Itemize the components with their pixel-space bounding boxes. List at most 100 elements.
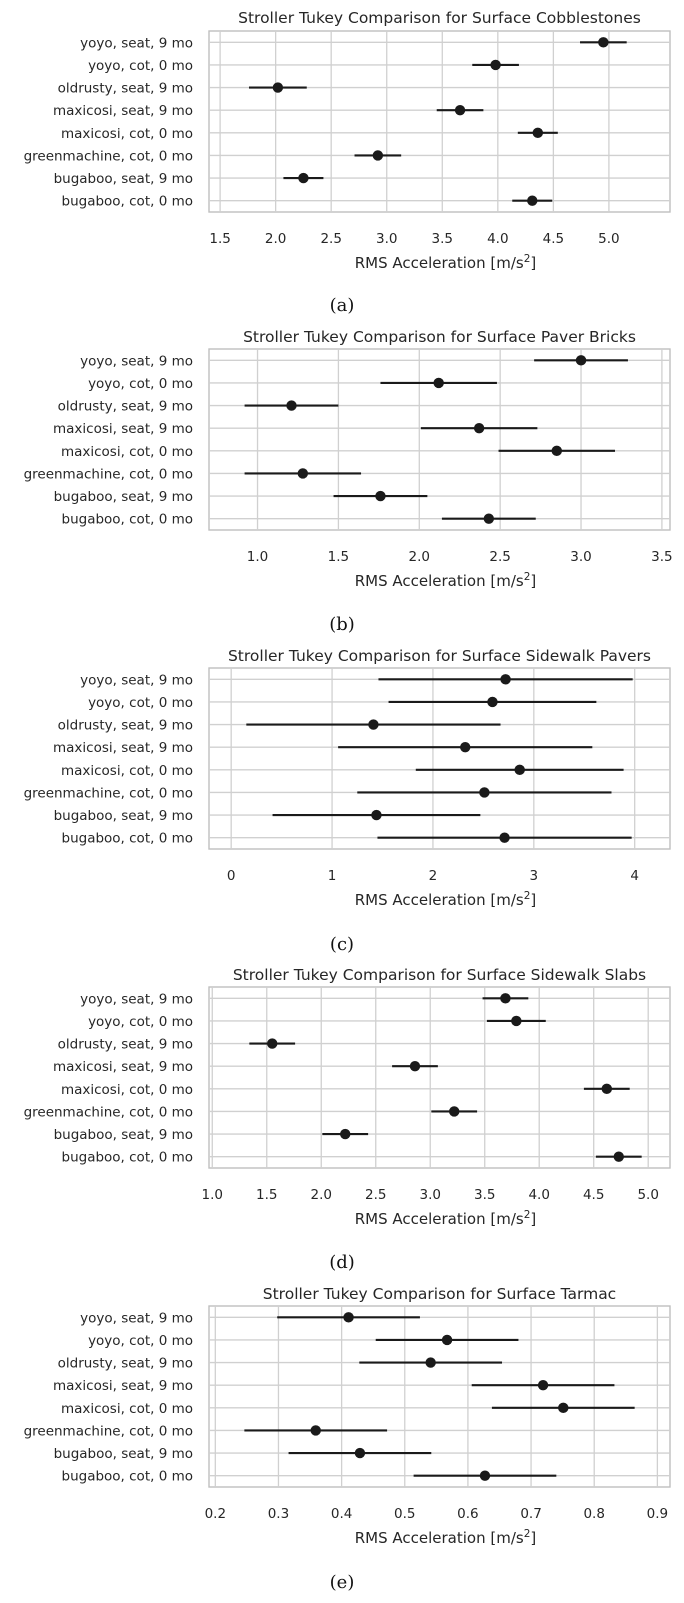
y-tick-label: maxicosi, cot, 0 mo — [61, 1401, 193, 1417]
plot-area — [208, 1305, 671, 1488]
mean-point — [375, 490, 386, 502]
mean-point — [340, 1128, 351, 1140]
subfigure-caption: (b) — [329, 614, 355, 635]
y-tick-label: bugaboo, cot, 0 mo — [62, 1150, 194, 1166]
mean-point — [479, 1470, 491, 1481]
subfigure-caption: (c) — [330, 934, 354, 955]
mean-point — [354, 1447, 366, 1459]
y-tick-label: bugaboo, cot, 0 mo — [62, 831, 194, 847]
panel-d: Stroller Tukey Comparison for Surface Si… — [24, 966, 671, 1273]
y-tick-label: bugaboo, seat, 9 mo — [54, 1446, 193, 1462]
y-tick-label: maxicosi, cot, 0 mo — [61, 126, 193, 142]
x-tick-label: 1.0 — [202, 1187, 223, 1203]
x-tick-label: 1.5 — [209, 231, 230, 247]
y-tick-label: greenmachine, cot, 0 mo — [24, 148, 193, 164]
mean-point — [286, 400, 297, 411]
chart-title: Stroller Tukey Comparison for Surface Ta… — [263, 1285, 616, 1303]
y-tick-label: yoyo, seat, 9 mo — [80, 35, 193, 51]
y-tick-label: yoyo, cot, 0 mo — [88, 695, 193, 711]
plot-area — [208, 667, 671, 850]
mean-point — [310, 1425, 321, 1436]
mean-point — [499, 832, 510, 843]
mean-point — [460, 741, 471, 753]
y-tick-label: oldrusty, seat, 9 mo — [58, 1037, 193, 1053]
panel-e: Stroller Tukey Comparison for Surface Ta… — [24, 1285, 671, 1593]
x-tick-label: 2.0 — [265, 231, 286, 247]
x-tick-label: 0.5 — [394, 1506, 415, 1522]
mean-point — [441, 1334, 453, 1346]
x-tick-label: 4.0 — [487, 231, 508, 247]
mean-point — [537, 1379, 549, 1391]
mean-point — [272, 82, 284, 93]
y-tick-label: greenmachine, cot, 0 mo — [24, 466, 193, 482]
x-axis-label: RMS Acceleration [m/s2] — [355, 1209, 537, 1228]
mean-point — [500, 674, 511, 685]
mean-point — [297, 468, 309, 479]
y-tick-label: yoyo, cot, 0 mo — [88, 376, 193, 392]
mean-point — [343, 1312, 354, 1323]
mean-point — [433, 377, 444, 389]
mean-point — [372, 150, 384, 161]
y-tick-label: oldrusty, seat, 9 mo — [58, 399, 193, 415]
x-tick-label: 0.9 — [647, 1506, 668, 1522]
mean-point — [601, 1083, 612, 1095]
x-tick-label: 2.5 — [489, 549, 510, 565]
plot-area — [208, 986, 671, 1169]
x-tick-label: 3.5 — [651, 549, 672, 565]
x-tick-label: 4.5 — [583, 1187, 604, 1203]
mean-point — [449, 1106, 460, 1117]
mean-point — [598, 37, 609, 48]
x-tick-label: 0 — [227, 868, 236, 884]
subfigure-caption: (d) — [329, 1252, 355, 1273]
x-tick-label: 0.6 — [457, 1506, 478, 1522]
y-tick-label: maxicosi, cot, 0 mo — [61, 763, 193, 779]
y-tick-label: yoyo, seat, 9 mo — [80, 672, 193, 688]
mean-point — [490, 59, 501, 71]
x-tick-label: 0.4 — [331, 1506, 352, 1522]
panel-b: Stroller Tukey Comparison for Surface Pa… — [24, 328, 673, 635]
mean-point — [551, 445, 562, 457]
x-tick-label: 1 — [328, 868, 337, 884]
x-axis-label: RMS Acceleration [m/s2] — [355, 890, 537, 909]
y-tick-label: bugaboo, seat, 9 mo — [54, 808, 193, 824]
y-tick-label: maxicosi, seat, 9 mo — [53, 103, 193, 119]
y-tick-label: bugaboo, seat, 9 mo — [54, 171, 193, 187]
mean-point — [527, 195, 538, 206]
y-tick-label: oldrusty, seat, 9 mo — [58, 1356, 193, 1372]
chart-title: Stroller Tukey Comparison for Surface Si… — [233, 966, 646, 984]
x-axis-label: RMS Acceleration [m/s2] — [355, 253, 537, 272]
mean-point — [511, 1015, 522, 1027]
mean-point — [613, 1151, 624, 1162]
subfigure-caption: (e) — [330, 1572, 355, 1593]
mean-point — [479, 787, 490, 798]
mean-point — [558, 1402, 569, 1414]
mean-point — [575, 355, 587, 366]
subfigure-caption: (a) — [330, 295, 355, 316]
x-tick-label: 0.7 — [520, 1506, 541, 1522]
mean-point — [371, 809, 382, 821]
x-tick-label: 1.5 — [328, 549, 349, 565]
mean-point — [473, 422, 485, 434]
y-tick-label: yoyo, cot, 0 mo — [88, 1014, 193, 1030]
mean-point — [487, 696, 498, 708]
y-tick-label: greenmachine, cot, 0 mo — [24, 785, 193, 801]
y-tick-label: maxicosi, cot, 0 mo — [61, 444, 193, 460]
mean-point — [409, 1060, 421, 1072]
x-tick-label: 4 — [630, 868, 639, 884]
mean-point — [298, 172, 309, 184]
x-tick-label: 0.8 — [583, 1506, 604, 1522]
mean-point — [514, 764, 525, 776]
plot-area — [208, 348, 671, 531]
x-axis-label: RMS Acceleration [m/s2] — [355, 571, 537, 590]
x-tick-label: 4.5 — [543, 231, 564, 247]
x-tick-label: 3.0 — [570, 549, 591, 565]
y-tick-label: bugaboo, seat, 9 mo — [54, 489, 193, 505]
y-tick-label: maxicosi, seat, 9 mo — [53, 421, 193, 437]
mean-point — [267, 1038, 278, 1049]
y-tick-label: bugaboo, seat, 9 mo — [54, 1127, 193, 1143]
panel-c: Stroller Tukey Comparison for Surface Si… — [24, 647, 671, 955]
x-tick-label: 2.0 — [311, 1187, 332, 1203]
y-tick-label: bugaboo, cot, 0 mo — [62, 512, 194, 528]
x-tick-label: 2.5 — [320, 231, 341, 247]
